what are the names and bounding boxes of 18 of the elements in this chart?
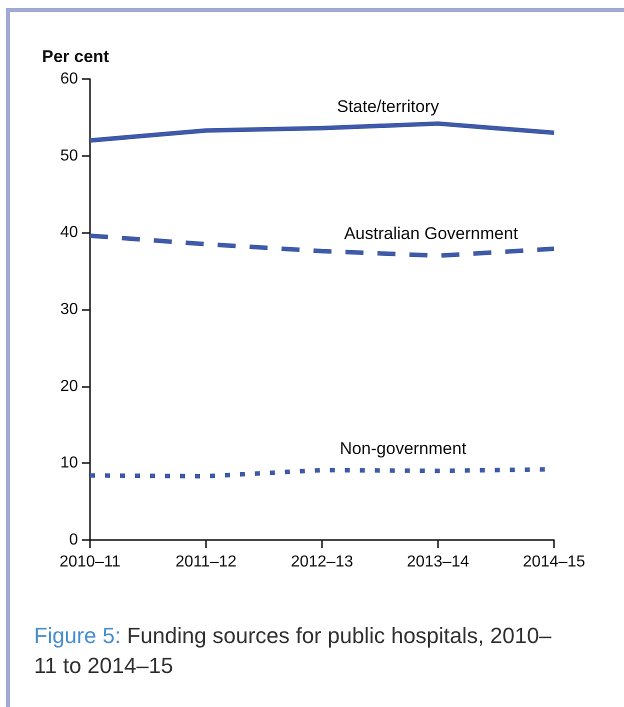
- y-tick-label: 0: [69, 532, 78, 548]
- y-tick-label: 50: [60, 147, 78, 164]
- series-label: Australian Government: [344, 224, 518, 244]
- series-label: Non-government: [340, 439, 467, 458]
- x-tick-label: 2013–14: [406, 554, 470, 570]
- y-axis-title: Per cent: [42, 47, 110, 66]
- series-label: State/territory: [336, 97, 440, 116]
- y-tick-label: 60: [60, 70, 78, 88]
- x-tick-label: 2012–13: [290, 554, 354, 570]
- y-tick-label: 40: [60, 224, 78, 242]
- x-tick-label: 2010–11: [59, 554, 121, 570]
- y-tick-label: 10: [60, 454, 78, 472]
- y-tick-label: 20: [60, 378, 78, 395]
- text: Figure 5: Funding sources for public hospitals, 2010–11 to 2014–15: [34, 622, 552, 680]
- x-tick-label: 2014–15: [522, 554, 586, 570]
- line-series: [88, 121, 556, 143]
- y-tick-label: 30: [60, 301, 78, 318]
- x-tick-label: 2011–12: [175, 554, 237, 570]
